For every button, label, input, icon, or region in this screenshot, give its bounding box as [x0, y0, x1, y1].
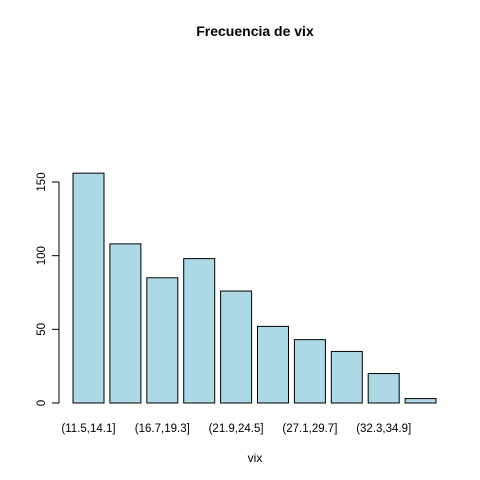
x-tick-label: (21.9,24.5]	[209, 423, 264, 435]
bar	[330, 350, 363, 404]
bar	[72, 172, 105, 404]
x-axis-label: vix	[248, 451, 263, 465]
x-tick-label: (27.1,29.7]	[282, 423, 337, 435]
chart-title: Frecuencia de vix	[196, 23, 314, 39]
y-tick-label: 150	[36, 172, 48, 191]
bar	[220, 290, 253, 404]
x-tick-labels: (11.5,14.1] (16.7,19.3] (21.9,24.5] (27.1,2…	[61, 423, 411, 435]
bar	[109, 243, 142, 404]
y-tick-label: 100	[36, 246, 48, 265]
bar	[183, 258, 216, 404]
y-tick-label: 50	[36, 323, 48, 336]
y-axis: 0 50 100 150	[36, 172, 60, 406]
y-tick-label: 0	[36, 400, 48, 406]
bar	[257, 325, 289, 404]
bar	[367, 373, 400, 404]
bar	[146, 277, 179, 404]
x-tick-label: (32.3,34.9]	[356, 423, 411, 435]
bar	[293, 339, 326, 404]
x-tick-label: (11.5,14.1]	[61, 423, 115, 435]
bars	[72, 172, 437, 404]
bar	[404, 398, 437, 404]
x-tick-label: (16.7,19.3]	[135, 423, 190, 435]
